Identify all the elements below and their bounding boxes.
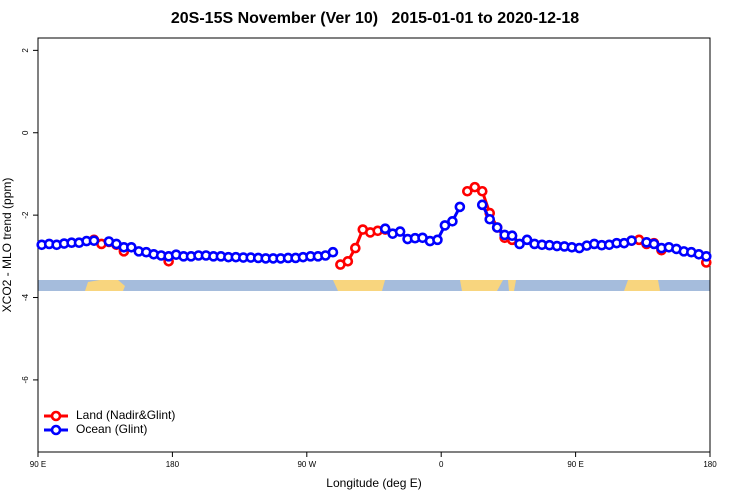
data-point (126, 241, 137, 253)
data-point (476, 199, 488, 211)
legend: Land (Nadir&Glint)Ocean (Glint) (44, 408, 175, 436)
land-strip (624, 280, 660, 291)
data-point (626, 235, 637, 246)
data-point (350, 242, 361, 254)
data-point (379, 223, 391, 235)
land-strip (460, 280, 503, 291)
y-tick-label: 2 (21, 48, 30, 53)
y-axis-title: XCO2 - MLO trend (ppm) (0, 178, 14, 313)
land-strip (508, 280, 516, 291)
legend-label: Land (Nadir&Glint) (76, 408, 175, 422)
data-point (394, 226, 406, 237)
data-point (521, 234, 533, 246)
data-point (432, 234, 443, 246)
data-point (491, 222, 503, 233)
data-point (469, 181, 481, 193)
y-tick-label: 0 (21, 130, 30, 135)
data-point (648, 238, 660, 250)
land-strip (85, 280, 125, 291)
data-point (327, 246, 339, 258)
y-tick-label: -4 (21, 293, 30, 301)
x-tick-label: 90 W (297, 460, 316, 469)
surface-mask (38, 280, 710, 291)
data-point (88, 235, 100, 246)
x-axis-title: Longitude (deg E) (326, 476, 421, 490)
x-tick-label: 90 E (30, 460, 46, 469)
data-point (439, 220, 451, 231)
y-tick-label: -2 (21, 211, 30, 219)
land-strip (333, 280, 385, 291)
data-point (454, 201, 466, 213)
x-tick-label: 180 (703, 460, 717, 469)
legend-label: Ocean (Glint) (76, 422, 147, 436)
y-tick-label: -6 (21, 376, 30, 384)
data-point (447, 216, 458, 227)
data-point (700, 251, 712, 262)
x-tick-label: 90 E (567, 460, 583, 469)
data-point (476, 185, 488, 197)
chart-title: 20S-15S November (Ver 10) 2015-01-01 to … (171, 10, 579, 27)
data-point (514, 238, 525, 250)
x-tick-label: 180 (166, 460, 180, 469)
data-point (342, 255, 354, 267)
data-point (506, 230, 518, 242)
legend-marker (50, 410, 62, 422)
legend-marker (50, 424, 62, 436)
data-point (484, 213, 496, 225)
data-point (462, 185, 473, 197)
x-tick-label: 0 (439, 460, 444, 469)
